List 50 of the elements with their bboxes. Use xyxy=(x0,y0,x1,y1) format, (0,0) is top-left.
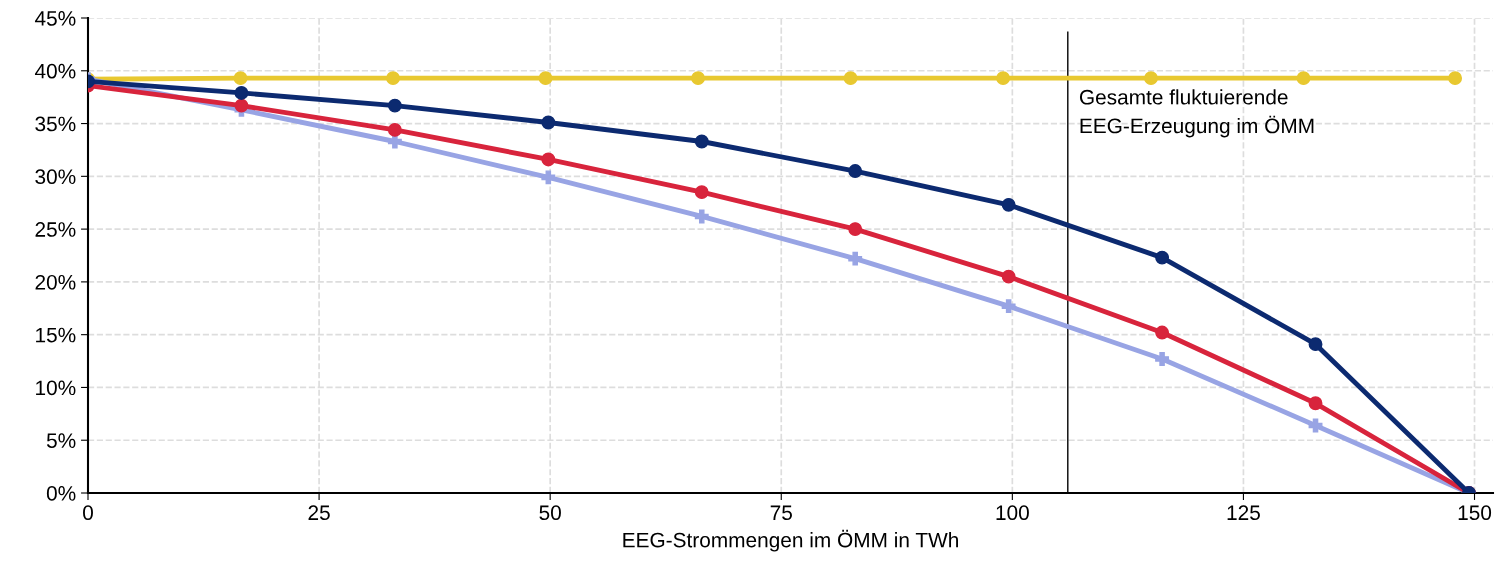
point xyxy=(1296,71,1311,86)
x-tick-label: 25 xyxy=(308,505,330,521)
x-tick-label: 50 xyxy=(539,505,561,521)
x-tick-label: 100 xyxy=(996,505,1029,521)
point xyxy=(848,164,863,179)
point xyxy=(691,71,706,86)
point xyxy=(387,98,402,113)
point xyxy=(996,71,1011,86)
point xyxy=(387,122,402,137)
point xyxy=(538,71,553,86)
y-tick-label: 45% xyxy=(34,11,76,26)
point xyxy=(848,251,863,266)
point xyxy=(233,71,248,86)
y-tick-label: 25% xyxy=(35,222,76,237)
x-axis-title: EEG-Strommengen im ÖMM in TWh xyxy=(623,529,958,552)
x-tick-label: 125 xyxy=(1227,505,1260,521)
point xyxy=(541,152,556,167)
point xyxy=(1155,250,1170,265)
point xyxy=(694,134,709,149)
point xyxy=(1308,337,1323,352)
y-tick-label: 5% xyxy=(46,433,76,448)
point xyxy=(1001,197,1016,212)
x-tick-label: 150 xyxy=(1458,505,1492,521)
y-tick-label: 30% xyxy=(35,169,76,185)
y-tick-label: 20% xyxy=(35,274,76,290)
point xyxy=(1144,71,1158,86)
point xyxy=(234,98,249,113)
point xyxy=(1308,418,1323,433)
point xyxy=(541,170,556,185)
point xyxy=(1155,351,1170,366)
point xyxy=(1001,269,1016,284)
y-tick-label: 0% xyxy=(46,486,76,501)
point xyxy=(694,185,709,200)
ref-line-label: Gesamte fluktuierende EEG-Erzeugung im ÖMM xyxy=(1079,89,1314,138)
point xyxy=(694,209,709,224)
y-tick-label: 40% xyxy=(34,63,76,79)
y-tick-label: 15% xyxy=(36,327,76,343)
point xyxy=(1001,299,1016,314)
point xyxy=(386,71,400,86)
point xyxy=(848,222,863,237)
point xyxy=(1155,325,1170,340)
point xyxy=(1448,71,1463,86)
point xyxy=(1308,396,1323,411)
point xyxy=(234,85,249,100)
point xyxy=(843,71,858,86)
x-tick-label: 0 xyxy=(83,505,93,521)
x-tick-label: 75 xyxy=(770,505,792,521)
y-tick-label: 10% xyxy=(36,380,76,396)
point xyxy=(541,115,556,130)
y-tick-label: 35% xyxy=(35,116,76,132)
